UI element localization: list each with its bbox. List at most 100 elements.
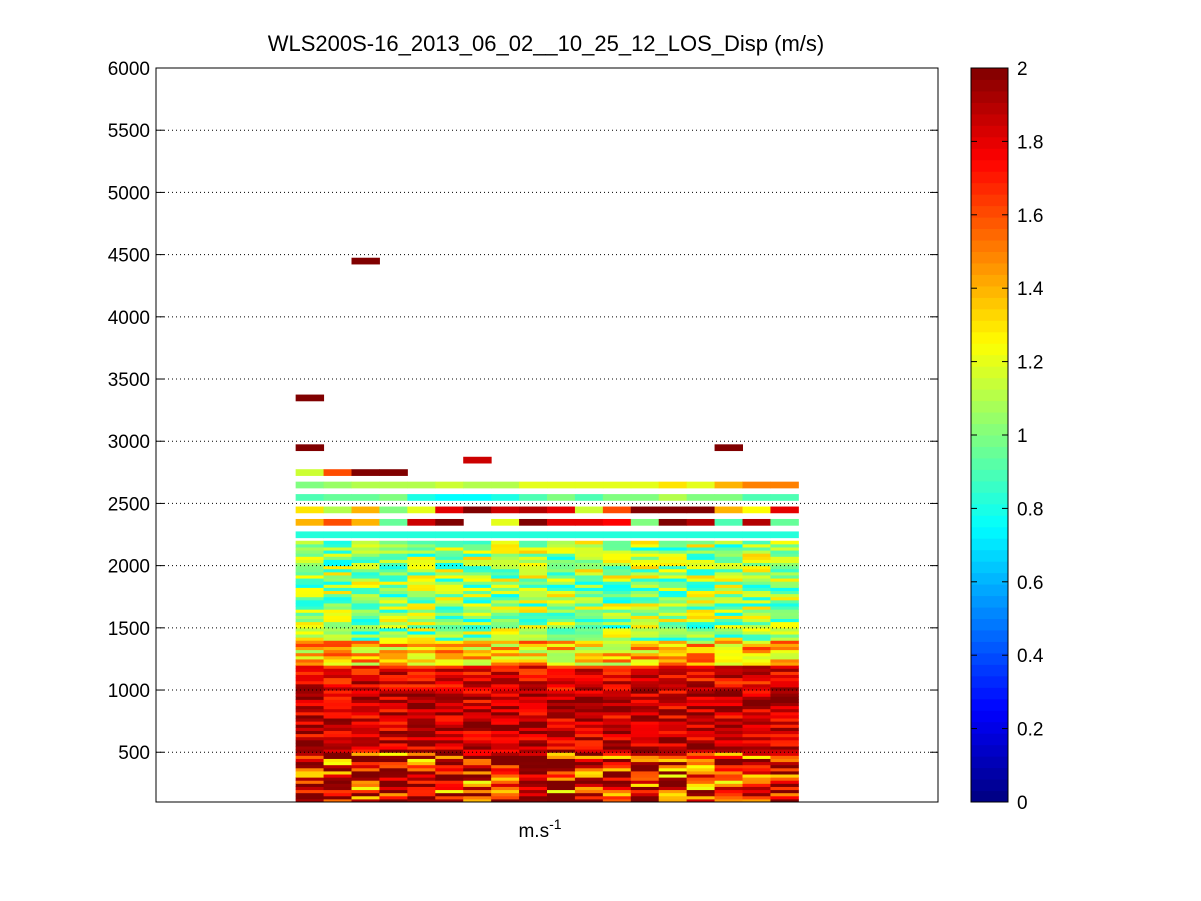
- heatmap-cell: [351, 550, 380, 554]
- heatmap-cell: [602, 593, 632, 598]
- heatmap-cell: [379, 606, 408, 610]
- heatmap-cell: [770, 658, 799, 663]
- heatmap-cell: [295, 546, 325, 551]
- heatmap-cell: [686, 789, 716, 794]
- heatmap-cell: [742, 739, 771, 744]
- heatmap-cell: [742, 652, 771, 657]
- colorbar-tick-label: 0.8: [1017, 499, 1043, 520]
- heatmap-cell-isolated: [714, 444, 743, 452]
- heatmap-cell: [295, 758, 325, 763]
- heatmap-cell: [295, 721, 325, 725]
- heatmap-cell: [295, 774, 325, 778]
- heatmap-cell: [379, 789, 408, 794]
- y-tick-label: 5000: [108, 183, 150, 204]
- heatmap-cell: [714, 727, 743, 731]
- heatmap-cell: [574, 518, 604, 526]
- heatmap-cell: [295, 640, 325, 644]
- heatmap-cell: [379, 746, 408, 750]
- heatmap-cell: [658, 792, 688, 797]
- heatmap-cell: [742, 718, 771, 722]
- heatmap-cell: [379, 662, 408, 666]
- heatmap-cell: [491, 736, 520, 741]
- heatmap-cell: [686, 550, 716, 554]
- heatmap-cell: [658, 590, 688, 595]
- heatmap-cell: [602, 795, 632, 800]
- heatmap-cell: [574, 643, 604, 647]
- heatmap-cell: [295, 795, 325, 800]
- heatmap-cell: [602, 674, 632, 679]
- heatmap-cell: [770, 792, 799, 797]
- heatmap-cell: [714, 677, 743, 682]
- heatmap-cell: [770, 590, 799, 595]
- colorbar-segment: [971, 79, 1008, 92]
- colorbar-segment: [971, 629, 1008, 642]
- heatmap-cell: [407, 702, 436, 707]
- heatmap-cell: [323, 780, 352, 784]
- heatmap-cell: [323, 546, 352, 551]
- heatmap-cell: [714, 618, 743, 623]
- heatmap-cell: [379, 593, 408, 598]
- heatmap-cell: [491, 612, 520, 616]
- heatmap-cell: [491, 556, 520, 560]
- heatmap-cell: [714, 668, 743, 672]
- heatmap-cell: [351, 718, 380, 722]
- heatmap-cell: [435, 574, 464, 579]
- heatmap-cell: [686, 559, 716, 564]
- heatmap-cell: [463, 702, 492, 707]
- heatmap-cell: [770, 746, 799, 750]
- heatmap-cell: [602, 680, 632, 685]
- heatmap-cell: [295, 634, 325, 638]
- heatmap-cell: [463, 506, 492, 514]
- heatmap-cell: [547, 742, 576, 747]
- heatmap-cell: [323, 764, 352, 769]
- heatmap-cell: [770, 711, 799, 716]
- heatmap-cell: [742, 662, 771, 666]
- x-axis-label: m.s-1: [518, 816, 561, 842]
- heatmap-cell: [630, 568, 660, 573]
- heatmap-cell: [742, 770, 771, 775]
- heatmap-cell: [295, 714, 325, 719]
- heatmap-cell: [630, 581, 660, 585]
- heatmap-cell: [407, 683, 436, 688]
- heatmap-cell: [547, 780, 576, 784]
- heatmap-cell: [351, 649, 380, 654]
- heatmap-cell: [351, 609, 380, 613]
- heatmap-cell: [574, 665, 604, 669]
- heatmap-cell: [742, 606, 771, 610]
- heatmap-cell: [323, 758, 352, 763]
- heatmap-cell: [658, 494, 688, 501]
- heatmap-cell: [602, 550, 632, 554]
- heatmap-cell: [658, 627, 688, 632]
- heatmap-cell: [742, 724, 771, 728]
- heatmap-cell: [351, 758, 380, 763]
- heatmap-cell: [463, 627, 492, 632]
- heatmap-cell: [295, 674, 325, 679]
- heatmap-cell: [407, 742, 436, 747]
- heatmap-cell: [742, 562, 771, 567]
- heatmap-cell: [379, 708, 408, 713]
- heatmap-cell: [519, 593, 548, 598]
- heatmap-cell: [714, 674, 743, 679]
- heatmap-cell: [658, 624, 688, 629]
- heatmap-cell: [295, 518, 325, 526]
- heatmap-cell: [379, 702, 408, 707]
- heatmap-cell: [547, 652, 576, 657]
- heatmap-cell: [658, 786, 688, 791]
- heatmap-cell: [547, 693, 576, 697]
- heatmap-cell: [491, 730, 520, 735]
- heatmap-cell: [547, 581, 576, 585]
- heatmap-cell: [574, 559, 604, 564]
- heatmap-cell: [770, 770, 799, 775]
- heatmap-cell: [519, 615, 548, 619]
- heatmap-cell: [686, 693, 716, 697]
- heatmap-cell: [547, 702, 576, 707]
- heatmap-cell: [547, 755, 576, 759]
- heatmap-cell: [630, 767, 660, 772]
- heatmap-cell: [574, 693, 604, 697]
- heatmap-cell: [519, 755, 548, 759]
- heatmap-cell: [463, 655, 492, 660]
- heatmap-cell: [323, 621, 352, 626]
- heatmap-cell: [295, 550, 325, 554]
- heatmap-cell: [686, 749, 716, 753]
- heatmap-cell: [686, 686, 716, 691]
